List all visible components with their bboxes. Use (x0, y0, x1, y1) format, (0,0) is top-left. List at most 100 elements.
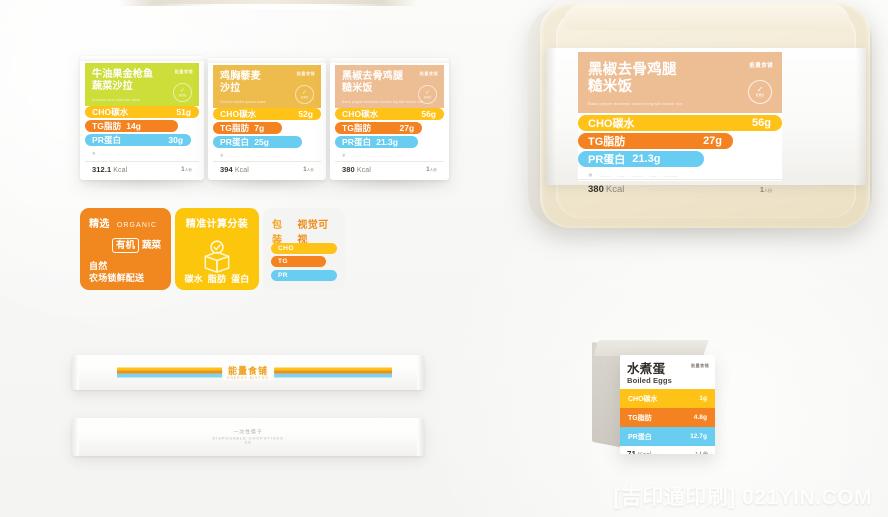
serving-size: 1人份 (303, 166, 314, 173)
egg-box-front-label[interactable]: 水煮蛋 Boiled Eggs 能量食铺 CHO碳水 1g TG脂肪 4.8g … (620, 355, 715, 454)
tg-value: 14g (126, 121, 141, 131)
nutrition-bars: CHO碳水 51g TG脂肪 14g PR蛋白 30g (85, 106, 199, 148)
meal-carton-avocado-tuna-salad[interactable]: 牛油果金枪鱼 蔬菜沙拉 Avocado tuna vegetable salad… (80, 56, 204, 180)
egg-name-en: Boiled Eggs (627, 376, 672, 385)
kcal-value: 394 Kcal (220, 165, 249, 174)
macro-protein: 蛋白 (231, 274, 250, 284)
meal-carton-black-pepper-chicken-rice[interactable]: 黑椒去骨鸡腿 糙米饭 Black pepper boneless chicken… (330, 58, 449, 180)
cho-label: CHO碳水 (92, 107, 129, 117)
stripe-right (272, 367, 392, 378)
nutrition-bar-pr: PR蛋白 21.3g (335, 136, 418, 148)
nutrition-bar-cho: CHO碳水 52g (213, 108, 321, 120)
hero-label-header: 黑椒去骨鸡腿 糙米饭 Black pepper boneless chicken… (578, 52, 782, 113)
stripe-cho-color (272, 367, 392, 371)
feature-card-portioning[interactable]: 精准计算分装 碳水 脂肪 蛋白 (175, 208, 259, 290)
tg-label: TG脂肪 (220, 123, 250, 133)
info-icon-3: — — — (129, 152, 141, 156)
certification-seal-icon: ✓ 能量值 (418, 85, 437, 104)
pr-label: PR蛋白 (628, 433, 652, 441)
info-icon-2: — — (117, 152, 125, 156)
label-footer: 380 Kcal 1人份 (335, 161, 444, 174)
tg-label: TG脂肪 (588, 135, 626, 148)
chopstick-text-en: DISPOSABLE CHOPSTICKS (212, 435, 284, 441)
hero-meal-label[interactable]: 黑椒去骨鸡腿 糙米饭 Black pepper boneless chicken… (578, 52, 782, 195)
feature-title-row: 包装 视觉可视 (272, 216, 336, 246)
hero-nutrition-bar-pr: PR蛋白 21.3g (578, 151, 705, 167)
carton-lid-edge (80, 56, 204, 61)
feature-card-organic[interactable]: 精选 ORGANIC 有机 蔬菜 自然 农场锁鲜配送 (80, 208, 171, 290)
package-check-icon (204, 240, 230, 273)
cho-label: CHO碳水 (628, 395, 658, 403)
seal-caption: 能量值 (178, 94, 187, 97)
carton-label: 牛油果金枪鱼 蔬菜沙拉 Avocado tuna vegetable salad… (85, 63, 199, 174)
info-icon-4: — — (395, 154, 403, 158)
meal-carton-chicken-quinoa-salad[interactable]: 鸡胸藜麦 沙拉 Chicken breast quinoa salad 能量食铺… (208, 58, 326, 180)
feature-chip-row: 有机 蔬菜 (80, 230, 171, 253)
info-icon-4: — — (145, 152, 153, 156)
nutrition-bar-tg: TG脂肪 7g (213, 122, 283, 134)
backdrop-shelf-highlight (150, 4, 390, 9)
feature-subtitle: 自然 农场锁鲜配送 (89, 261, 145, 283)
hero-dish-name: 黑椒去骨鸡腿 糙米饭 (588, 62, 677, 95)
egg-label-header: 水煮蛋 Boiled Eggs 能量食铺 (620, 355, 715, 389)
egg-kcal-value: 71Kcal (627, 450, 652, 454)
stripe-left (117, 367, 237, 378)
storage-icon: ❄ (588, 173, 593, 179)
bento-sleeve-edge-left (546, 48, 556, 185)
hero-allergen-icon-row: ❄ ——— —— ——— —— ———— (578, 169, 782, 179)
cho-value: 1g (699, 395, 707, 402)
seal-check-icon: ✓ (301, 90, 308, 96)
tg-label: TG脂肪 (92, 121, 122, 131)
egg-name-cn: 水煮蛋 (627, 362, 666, 376)
info-icon-5: ———— (663, 174, 678, 178)
macro-row: 碳水 脂肪 蛋白 (175, 272, 259, 285)
chopstick-subtext: 卫生 (244, 440, 252, 445)
storage-icon: ❄ (220, 153, 224, 158)
feature-title-cn-2: 视觉可视 (297, 220, 329, 246)
egg-nutrition-bars: CHO碳水 1g TG脂肪 4.8g PR蛋白 12.7g (620, 389, 715, 446)
nutrition-bar-pr: PR蛋白 25g (213, 136, 302, 148)
egg-nutrition-bar-tg: TG脂肪 4.8g (620, 408, 715, 427)
sleeve-stripe-band (72, 367, 424, 378)
hero-nutrition-bars: CHO碳水 56g TG脂肪 27g PR蛋白 21.3g (578, 113, 782, 169)
info-icon-2: —— (617, 174, 625, 178)
feature-title-cn: 精选 (89, 219, 110, 230)
info-icon-3: ——— (631, 174, 643, 178)
bento-sleeve-edge-right (856, 48, 866, 185)
hero-brand-mark: 能量食铺 (749, 63, 773, 69)
pr-label: PR蛋白 (92, 135, 122, 145)
seal-check-icon: ✓ (756, 85, 764, 95)
watermark-text: [吉印通印刷] 021YIN.COM (613, 486, 872, 509)
kcal-value: 380 Kcal (342, 165, 371, 174)
info-icon-1: — — — (228, 154, 241, 158)
allergen-icon-row: ❄ — — — — — — — — — — (335, 150, 444, 158)
vegetable-chip: 蔬菜 (141, 240, 161, 251)
nutrition-bar-tg: TG脂肪 14g (85, 120, 179, 132)
nutrition-bar-cho: CHO碳水 56g (335, 108, 444, 120)
macro-pill-pr: PR (271, 269, 337, 281)
cutlery-sleeve-brand[interactable]: 能量食铺 ENERGY BISTRO (72, 355, 424, 390)
egg-label-footer: 71Kcal 1人份 (620, 446, 715, 454)
hero-kcal-value: 380 Kcal (588, 184, 625, 195)
hero-serving-size: 1人份 (759, 185, 772, 194)
certification-seal-icon: ✓ 能量值 (295, 85, 314, 104)
hero-certification-seal-icon: ✓ 能量值 (748, 80, 772, 104)
pr-label: PR蛋白 (342, 137, 372, 147)
certification-seal-icon: ✓ 能量值 (173, 83, 192, 102)
info-icon-1: ——— (599, 174, 611, 178)
organic-chip: 有机 (111, 238, 139, 253)
cho-label: CHO碳水 (588, 117, 635, 130)
macro-fat: 脂肪 (207, 274, 227, 284)
cutlery-sleeve-chopsticks[interactable]: 一次性筷子 DISPOSABLE CHOPSTICKS 卫生 (72, 418, 424, 456)
kcal-unit: Kcal (638, 452, 652, 454)
feature-card-visible-packaging[interactable]: 包装 视觉可视 VISIBLE CHO TG PR (263, 208, 345, 290)
pr-value: 21.3g (376, 137, 398, 147)
dish-name: 黑椒去骨鸡腿 糙米饭 (342, 71, 404, 94)
info-icon-4: —— (649, 174, 657, 178)
pr-label: PR蛋白 (220, 137, 250, 147)
label-footer: 394 Kcal 1人份 (213, 161, 321, 174)
info-icon-3: — — — (257, 154, 269, 158)
nutrition-bar-pr: PR蛋白 30g (85, 134, 192, 146)
brand-mark: 能量食铺 (174, 69, 193, 74)
kcal-value: 312.1 Kcal (92, 165, 128, 174)
